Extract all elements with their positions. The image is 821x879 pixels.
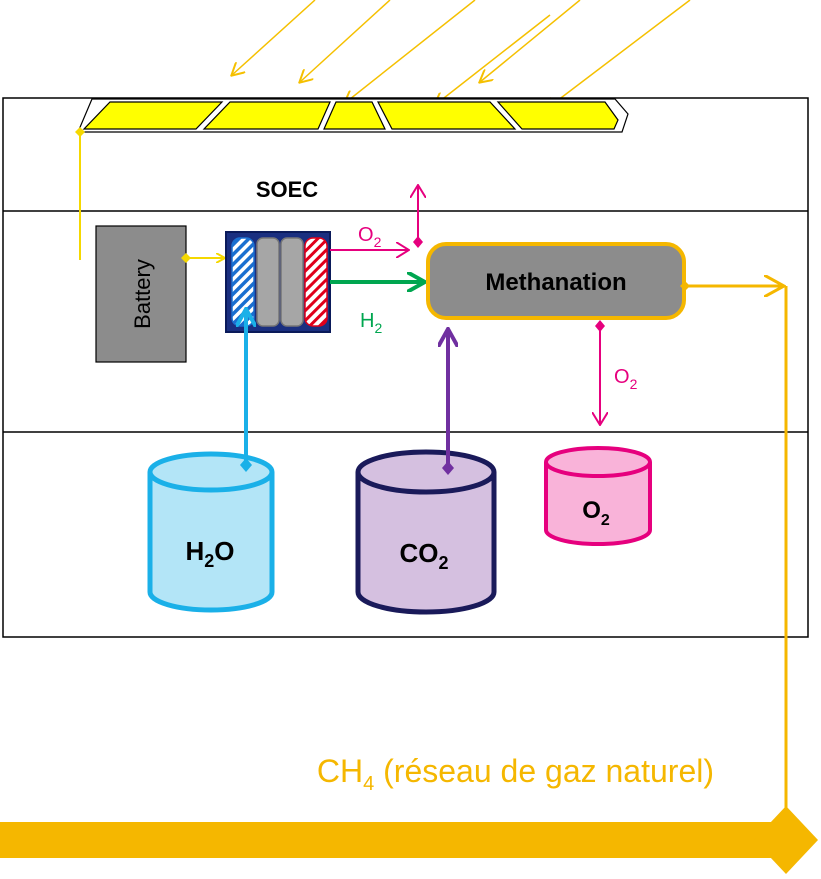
- connector: [595, 320, 605, 332]
- sun-rays: [232, 0, 691, 110]
- connector: [413, 236, 423, 248]
- battery: [95, 225, 187, 363]
- o2-label: O2: [614, 366, 638, 392]
- connector: [75, 127, 85, 137]
- ch4-label: CH4 (réseau de gaz naturel): [317, 753, 714, 795]
- tank-label: CO2: [399, 538, 448, 573]
- h2-label: H2: [360, 310, 382, 336]
- co2-tank: [355, 449, 497, 615]
- tank-label: O2: [582, 497, 610, 529]
- solar-panel: [77, 98, 629, 133]
- methanation-unit: [426, 242, 686, 320]
- o2-label: O2: [358, 224, 382, 250]
- soec-label: SOEC: [256, 177, 318, 202]
- connector: [181, 253, 191, 263]
- o2-tank: [544, 446, 652, 546]
- connector: [754, 806, 818, 874]
- soec-cell: [225, 231, 331, 333]
- tank-label: H2O: [185, 536, 234, 571]
- gas-network: [0, 822, 786, 858]
- h2o-tank: [147, 451, 275, 613]
- methanation-label: Methanation: [485, 269, 626, 296]
- connector: [240, 458, 252, 472]
- battery-label: Battery: [130, 259, 155, 329]
- connector: [680, 281, 690, 291]
- connector: [442, 461, 454, 475]
